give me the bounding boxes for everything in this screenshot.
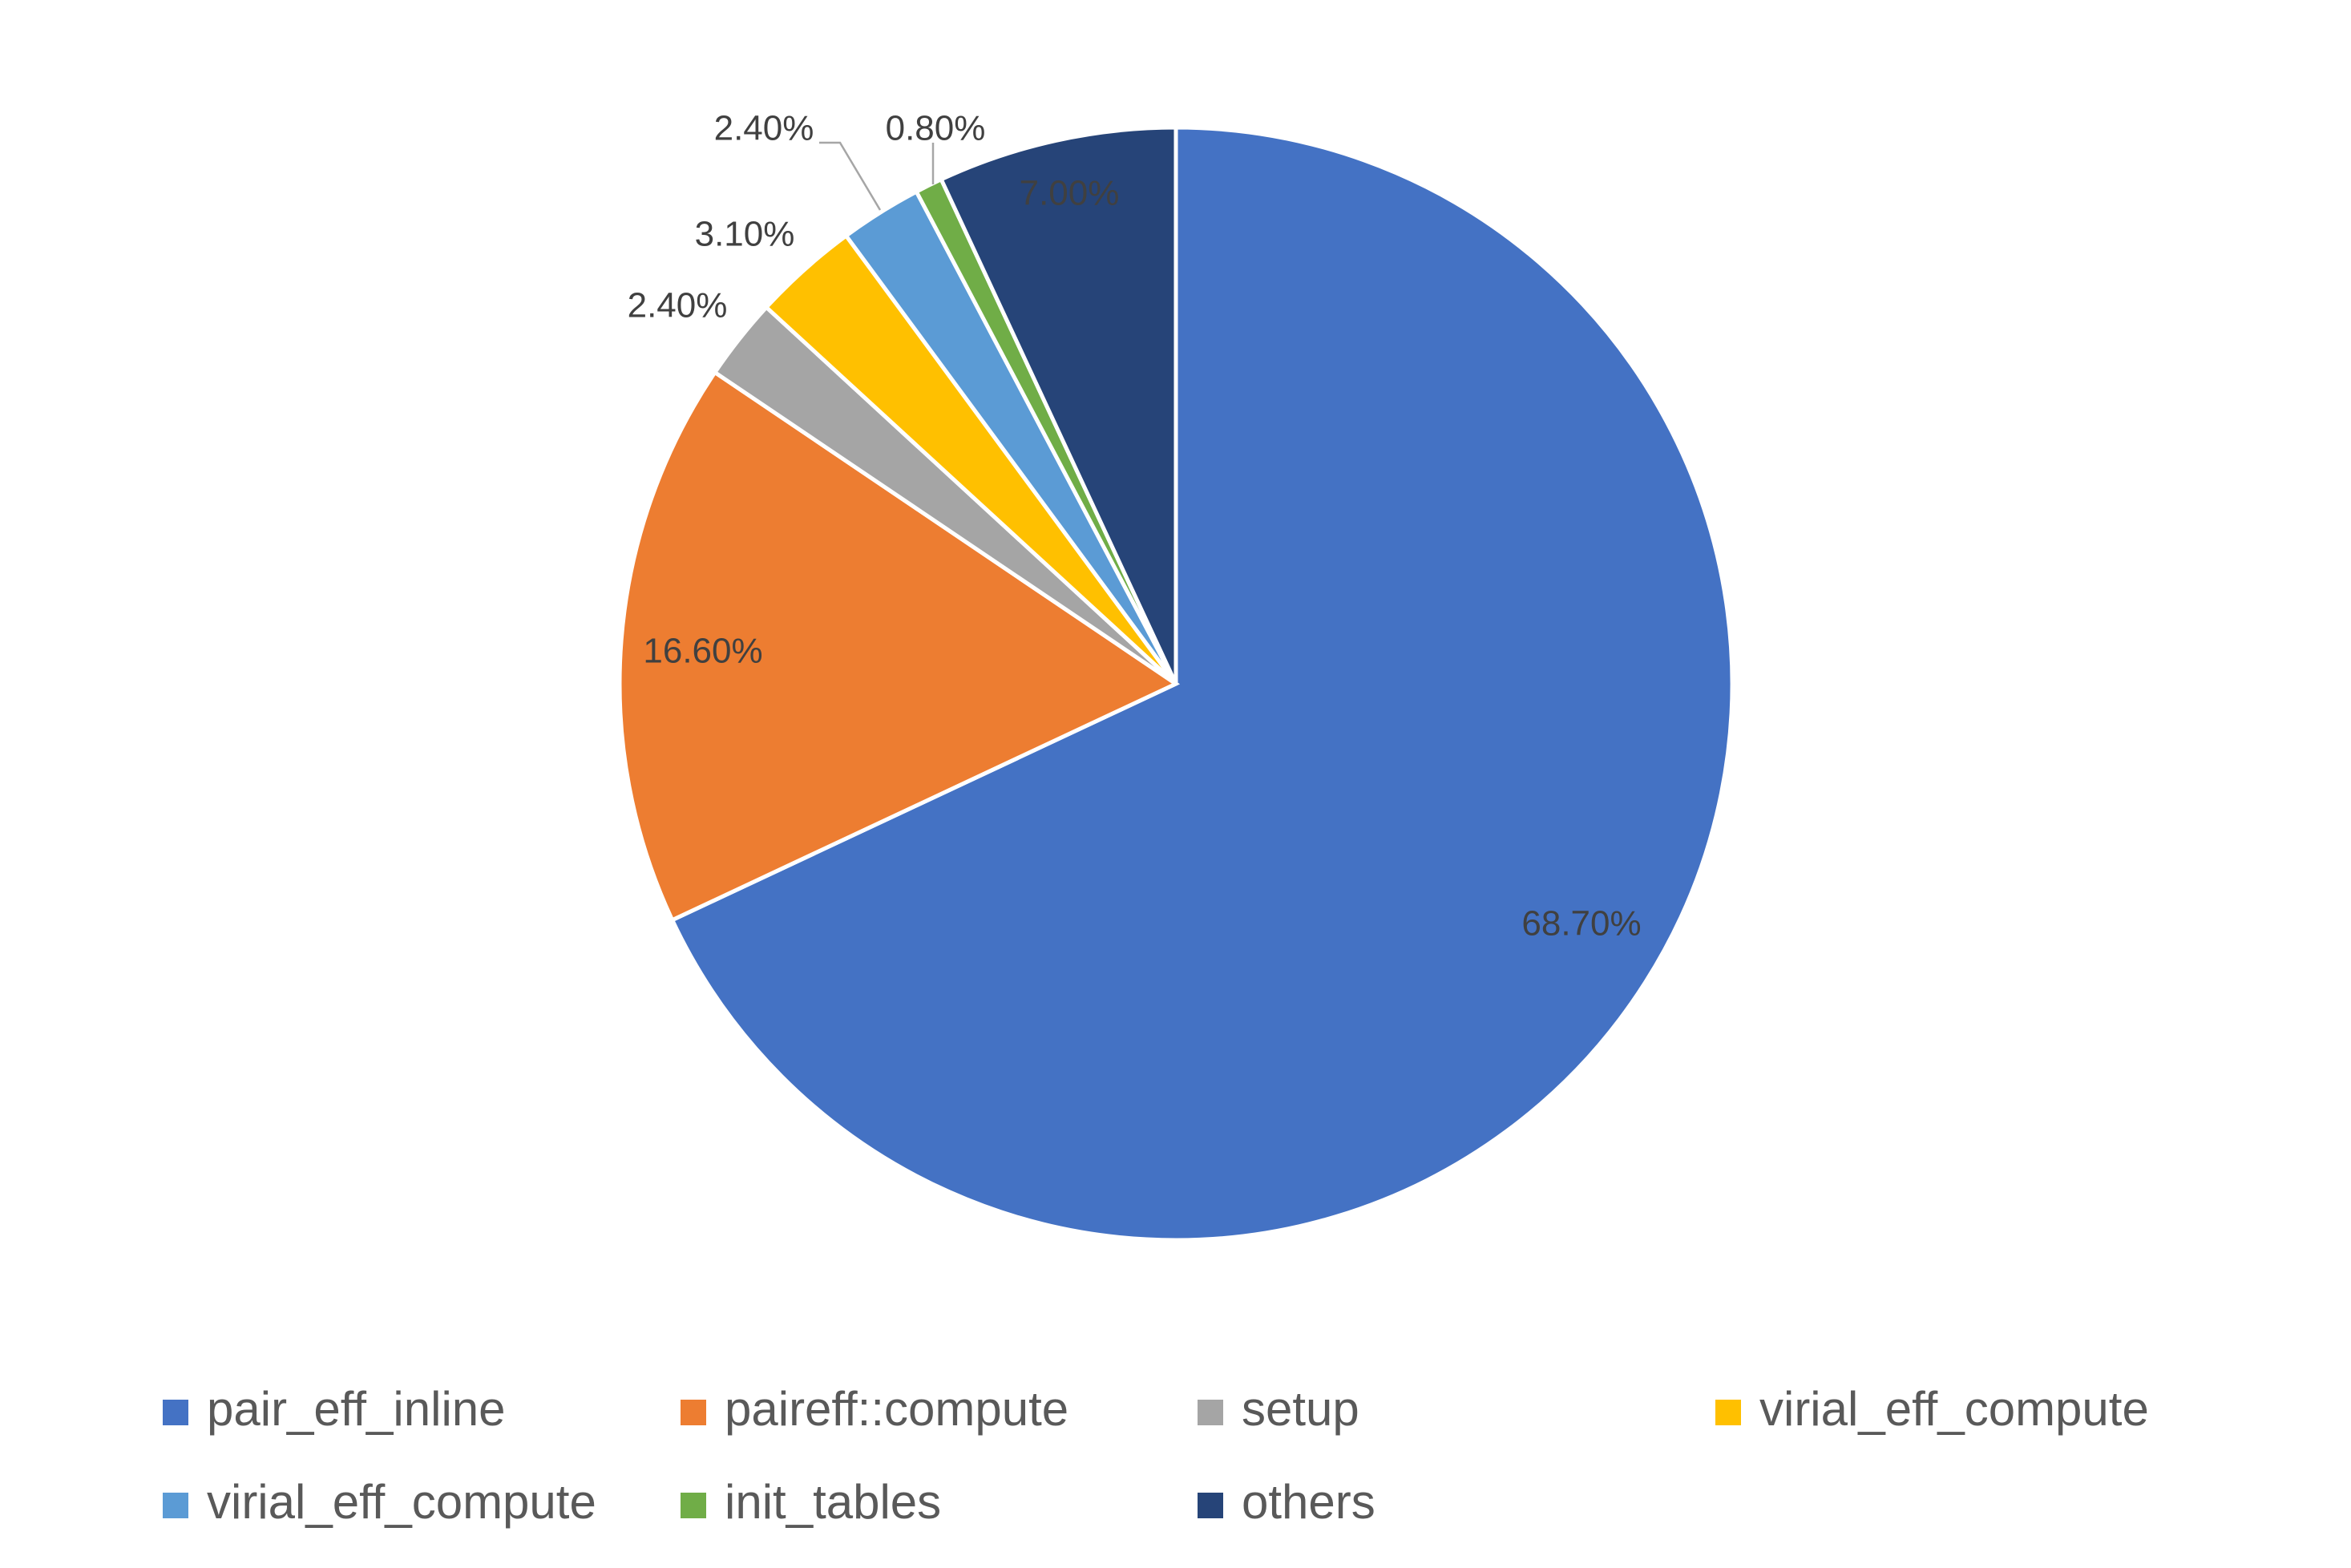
legend-item-virial-eff-compute-3: virial_eff_compute: [1715, 1382, 2149, 1436]
legend-label: others: [1242, 1475, 1375, 1529]
data-label-init-tables-5: 0.80%: [886, 109, 986, 148]
legend-swatch: [163, 1400, 188, 1425]
data-label-paireff-compute-1: 16.60%: [643, 632, 762, 671]
legend-item-pair-eff-inline-0: pair_eff_inline: [163, 1382, 506, 1436]
legend-label: paireff::compute: [725, 1382, 1068, 1436]
legend-item-others-6: others: [1198, 1475, 1375, 1529]
legend-item-init-tables-5: init_tables: [681, 1475, 941, 1529]
pie-slice-pair-eff-inline-0: [669, 125, 1735, 1243]
data-label-pair-eff-inline-0: 68.70%: [1521, 904, 1641, 944]
legend-item-setup-2: setup: [1198, 1382, 1359, 1436]
legend-swatch: [1198, 1493, 1223, 1518]
legend-swatch: [163, 1493, 188, 1518]
pie-slice-paireff-compute-1: [617, 370, 1181, 923]
data-labels: 68.70% 16.60% 2.40% 3.10% 2.40% 0.80% 7.00%: [628, 109, 1642, 944]
legend-swatch: [681, 1400, 706, 1425]
leader-line-virial-eff-compute-4: [819, 141, 882, 211]
data-label-others-6: 7.00%: [1020, 174, 1120, 213]
legend-label: virial_eff_compute: [1759, 1382, 2149, 1436]
legend: pair_eff_inline paireff::compute setup viri…: [163, 1382, 2149, 1529]
legend-label: virial_eff_compute: [207, 1475, 596, 1529]
data-label-setup-2: 2.40%: [628, 286, 728, 325]
legend-label: setup: [1242, 1382, 1359, 1436]
legend-swatch: [1198, 1400, 1223, 1425]
legend-label: pair_eff_inline: [207, 1382, 506, 1436]
legend-swatch: [1715, 1400, 1741, 1425]
pie-slices: [617, 125, 1735, 1243]
legend-swatch: [681, 1493, 706, 1518]
legend-item-virial-eff-compute-4: virial_eff_compute: [163, 1475, 596, 1529]
legend-label: init_tables: [725, 1475, 941, 1529]
data-label-virial-eff-compute-4: 2.40%: [714, 109, 814, 148]
leader-lines: [819, 141, 935, 211]
pie-slice-others-6: [938, 125, 1178, 685]
data-label-virial-eff-compute-3: 3.10%: [695, 215, 795, 254]
legend-item-paireff-compute-1: paireff::compute: [681, 1382, 1068, 1436]
